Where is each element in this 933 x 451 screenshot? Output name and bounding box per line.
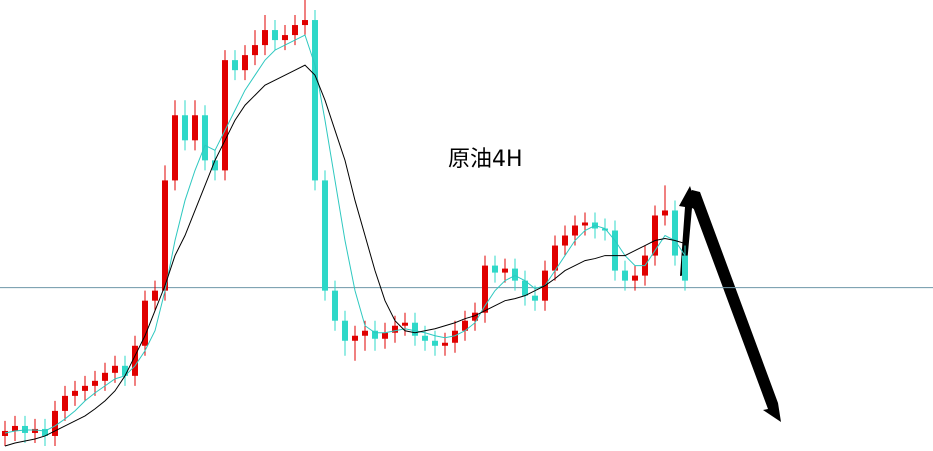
candle-body — [182, 115, 188, 141]
candle-body — [132, 345, 138, 376]
candle-body — [422, 335, 428, 341]
candle-body — [292, 25, 298, 36]
arrow-down — [689, 190, 781, 422]
candle-body — [322, 180, 328, 291]
candle-body — [122, 365, 128, 376]
candle-body — [262, 30, 268, 46]
candle-body — [472, 312, 478, 321]
candle-body — [12, 425, 18, 431]
candle-body — [312, 20, 318, 181]
candle-body — [192, 115, 198, 141]
moving-average — [4, 64, 686, 447]
candle-body — [62, 395, 68, 411]
candle-body — [672, 210, 678, 256]
candle-body — [142, 300, 148, 346]
candle-body — [522, 280, 528, 296]
candle-body — [72, 390, 78, 396]
candle-body — [382, 332, 388, 339]
candle-body — [652, 215, 658, 256]
candle-body — [552, 245, 558, 271]
candle-body — [282, 35, 288, 41]
moving-average — [4, 34, 686, 434]
candle-body — [222, 60, 228, 171]
candle-body — [582, 222, 588, 226]
candle-body — [242, 55, 248, 71]
candle-body — [372, 330, 378, 339]
candle-body — [622, 270, 628, 281]
candle-body — [42, 428, 48, 436]
candle-body — [52, 410, 58, 436]
candle-body — [502, 268, 508, 273]
candle-body — [482, 265, 488, 313]
candle-body — [2, 430, 8, 436]
candle-body — [22, 425, 28, 433]
candle-body — [332, 290, 338, 321]
candle-body — [682, 255, 688, 281]
candle-body — [392, 325, 398, 333]
candle-body — [362, 330, 368, 336]
candle-body — [212, 160, 218, 171]
candle-body — [32, 428, 38, 433]
candle-body — [432, 340, 438, 346]
candle-body — [442, 342, 448, 346]
candle-body — [232, 60, 238, 71]
candle-body — [252, 45, 258, 56]
chart-title: 原油4H — [448, 147, 523, 172]
candle-body — [82, 385, 88, 391]
candle-body — [202, 115, 208, 161]
candle-body — [302, 20, 308, 26]
candle-body — [352, 335, 358, 341]
candle-body — [512, 268, 518, 281]
candle-body — [662, 210, 668, 216]
candle-body — [602, 228, 608, 231]
candle-body — [92, 380, 98, 386]
candle-body — [102, 372, 108, 381]
candle-body — [412, 322, 418, 336]
candle-body — [492, 265, 498, 273]
candle-body — [112, 365, 118, 373]
candle-body — [532, 295, 538, 301]
candle-body — [402, 322, 408, 326]
candle-body — [172, 115, 178, 181]
candle-body — [452, 330, 458, 343]
candle-body — [562, 235, 568, 246]
candle-body — [462, 320, 468, 331]
candle-body — [162, 180, 168, 291]
candle-body — [342, 320, 348, 341]
candle-body — [572, 225, 578, 236]
candle-body — [632, 275, 638, 281]
candle-body — [272, 30, 278, 41]
candle-body — [152, 290, 158, 301]
candle-body — [612, 230, 618, 271]
